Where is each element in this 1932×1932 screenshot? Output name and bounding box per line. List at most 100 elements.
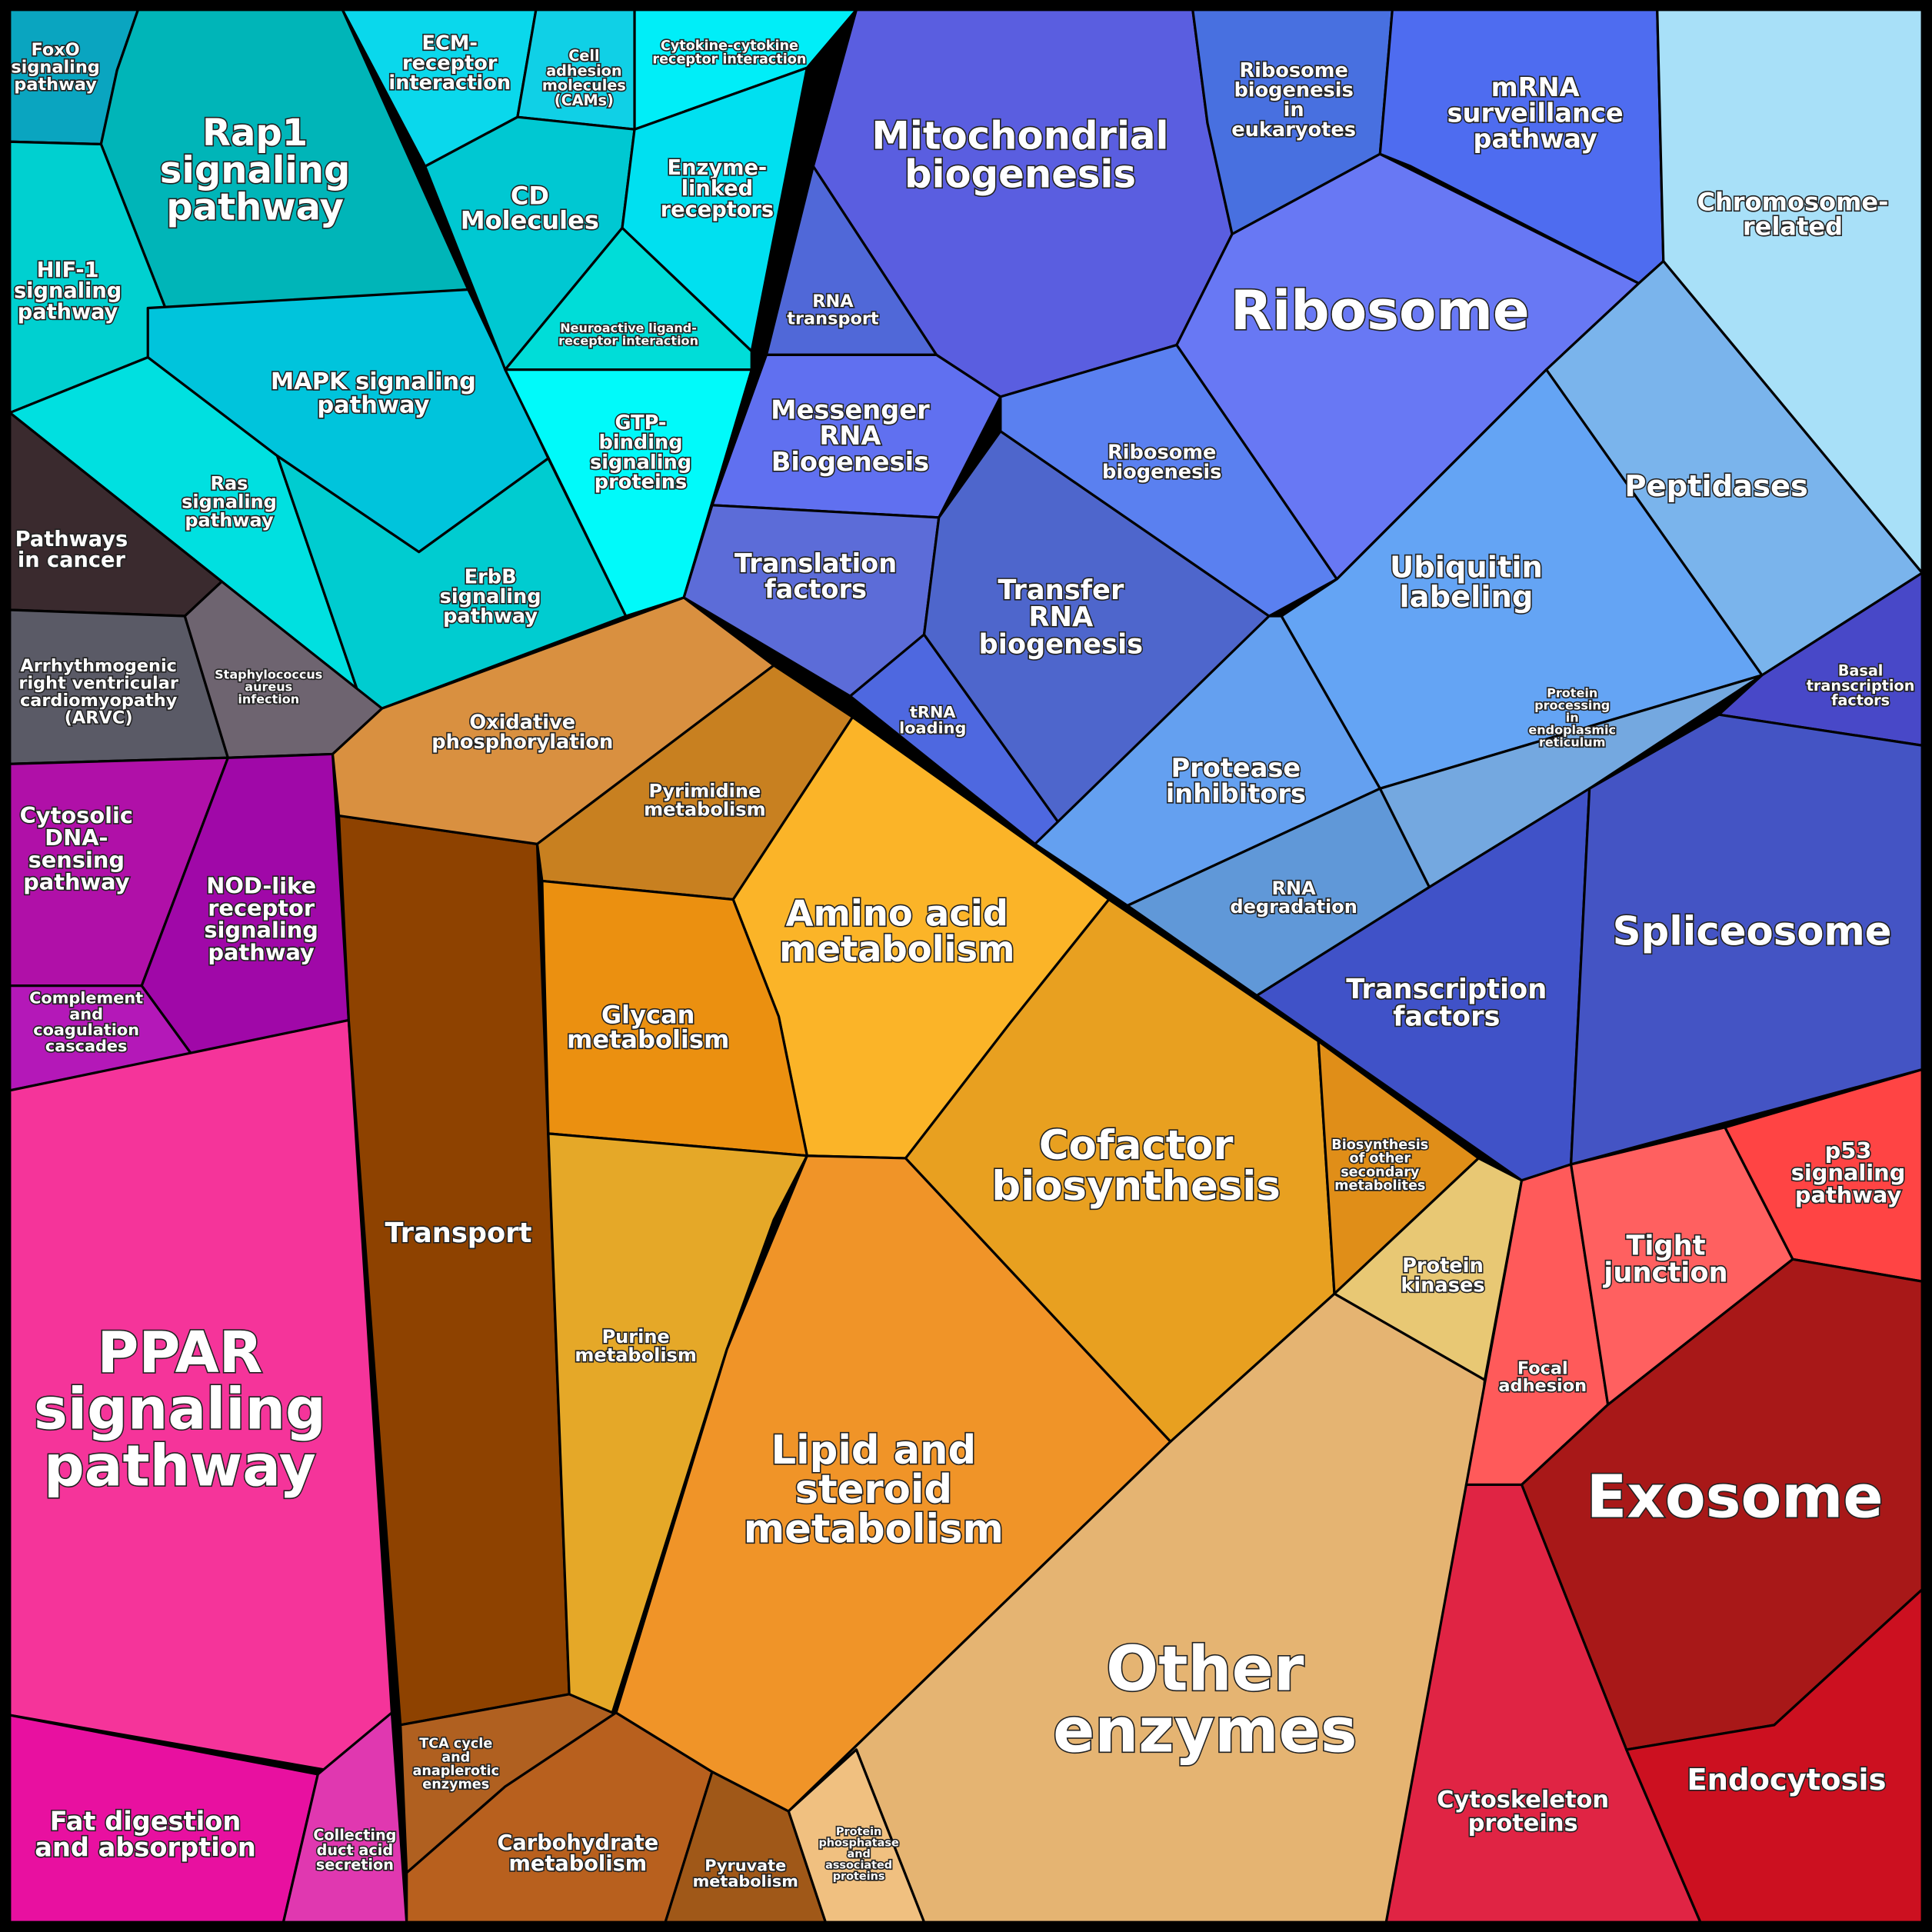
cell-label: factors [1831, 691, 1890, 709]
cell-label: signaling [440, 585, 541, 608]
cell-label: receptor [402, 52, 498, 75]
cell-label: Other [1106, 1634, 1304, 1705]
cell-label: infection [238, 691, 299, 706]
cell-label: biogenesis [979, 628, 1144, 660]
cell-label: NOD-like [206, 872, 316, 898]
cell-label: RNA [812, 291, 854, 311]
cell-label: enzymes [422, 1777, 489, 1793]
cell-label: Protein [836, 1826, 881, 1838]
cell-label: pathway [14, 75, 97, 95]
cell-label: metabolism [567, 1025, 729, 1054]
cell-label: metabolism [779, 928, 1014, 970]
cell-label: GTP- [615, 411, 667, 435]
cell-label: signaling [11, 58, 99, 78]
cell-label: linked [681, 177, 753, 201]
cell-label: phosphatase [818, 1837, 899, 1850]
cell-label: RNA [819, 421, 881, 451]
cell-label: metabolism [744, 1506, 1004, 1552]
cell-label: Ribosome [1231, 279, 1530, 342]
cell-label: binding [599, 431, 683, 455]
cell-label: Messenger [771, 395, 930, 425]
cell-label: and [441, 1750, 470, 1765]
cell-label: transport [787, 308, 879, 328]
cell-label: Molecules [461, 205, 599, 235]
cell-label: Pathways [15, 528, 128, 551]
cell-label: Protein [1402, 1254, 1484, 1277]
cell-label: and [847, 1848, 870, 1860]
cell-label: signaling [160, 148, 351, 192]
cell-label: Oxidative [469, 711, 575, 734]
cell-label: Transcription [1346, 974, 1547, 1005]
cell-label: Ubiquitin [1390, 551, 1543, 585]
cell-label: Purine [602, 1326, 670, 1347]
cell [999, 343, 1338, 618]
cell-label: Collecting [313, 1827, 396, 1844]
cell-label: Transfer [998, 575, 1124, 606]
cell-label: labeling [1399, 580, 1533, 615]
cell-label: p53 [1825, 1138, 1872, 1164]
cell-label: pathway [166, 185, 344, 228]
cell-label: right ventricular [18, 674, 178, 694]
cell-label: receptor [208, 894, 315, 921]
cell-label: transcription [1807, 677, 1915, 695]
cell-label: Fat digestion [50, 1807, 242, 1837]
cell-label: Ras [210, 473, 248, 495]
cell-label: tRNA [910, 703, 956, 721]
cell-label: endoplasmic [1528, 723, 1616, 738]
cell-label: (CAMs) [555, 92, 614, 109]
cell-label: pathway [1795, 1182, 1902, 1208]
cell-label: DNA- [45, 824, 108, 851]
cell-label: Basal [1838, 662, 1884, 680]
cell-label: loading [899, 719, 966, 738]
cell-label: sensing [28, 847, 125, 873]
cell-label: metabolism [509, 1852, 648, 1876]
cell-label: RNA [1028, 601, 1094, 633]
cell [711, 353, 1002, 519]
cell-label: proteins [1468, 1810, 1578, 1837]
cell-label: associated [825, 1859, 892, 1871]
cell-label: Cytokine-cytokine [661, 38, 798, 54]
cell-label: Spliceosome [1613, 908, 1892, 954]
cell-label: cascades [45, 1037, 128, 1055]
cell-label: ECM- [422, 32, 478, 55]
cell-label: Peptidases [1624, 469, 1808, 504]
cell-label: proteins [833, 1870, 885, 1883]
cell-label: MAPK signaling [271, 368, 476, 395]
cell-label: duct acid [317, 1841, 393, 1859]
cell-label: Tight [1626, 1230, 1705, 1261]
cell-label: Pyruvate [705, 1856, 786, 1874]
cell-label: RNA [1272, 878, 1317, 899]
cell-label: (ARVC) [65, 708, 133, 728]
cell-label: surveillance [1447, 98, 1624, 128]
cell [541, 879, 808, 1158]
cell-label: adhesion [1498, 1376, 1587, 1396]
cell-label: interaction [388, 72, 511, 95]
cell-label: biosynthesis [991, 1163, 1281, 1210]
cell-label: Focal [1517, 1358, 1568, 1378]
cell-label: Protein [1547, 685, 1597, 700]
cell-label: molecules [542, 77, 626, 95]
cell-label: in [1566, 710, 1579, 724]
cell-label: eukaryotes [1231, 118, 1356, 142]
cell-label: Chromosome- [1697, 187, 1888, 216]
cell-label: pathway [443, 605, 538, 628]
cell-label: metabolism [693, 1872, 798, 1890]
cell-label: junction [1602, 1257, 1727, 1289]
cell-label: adhesion [546, 62, 621, 79]
cell-label: Arrhythmogenic [20, 656, 177, 676]
cell-label: TCA cycle [419, 1737, 492, 1752]
cell-label: receptor interaction [652, 52, 806, 68]
cell-label: Glycan [601, 1001, 695, 1030]
cell-label: Cytoskeleton [1437, 1787, 1609, 1814]
cell-label: Lipid and [771, 1427, 976, 1474]
cell-label: Pyrimidine [648, 780, 761, 801]
cell-label: FoxO [31, 40, 79, 60]
cell-label: Cell [568, 47, 599, 65]
cell-label: Mitochondrial [871, 114, 1168, 158]
cell-label: anaplerotic [412, 1764, 499, 1779]
cell-label: related [1743, 212, 1843, 241]
cell-label: signaling [590, 451, 691, 474]
cell-label: biogenesis [904, 152, 1136, 196]
cell-label: factors [764, 575, 867, 605]
cell-label: of other [1349, 1151, 1411, 1167]
